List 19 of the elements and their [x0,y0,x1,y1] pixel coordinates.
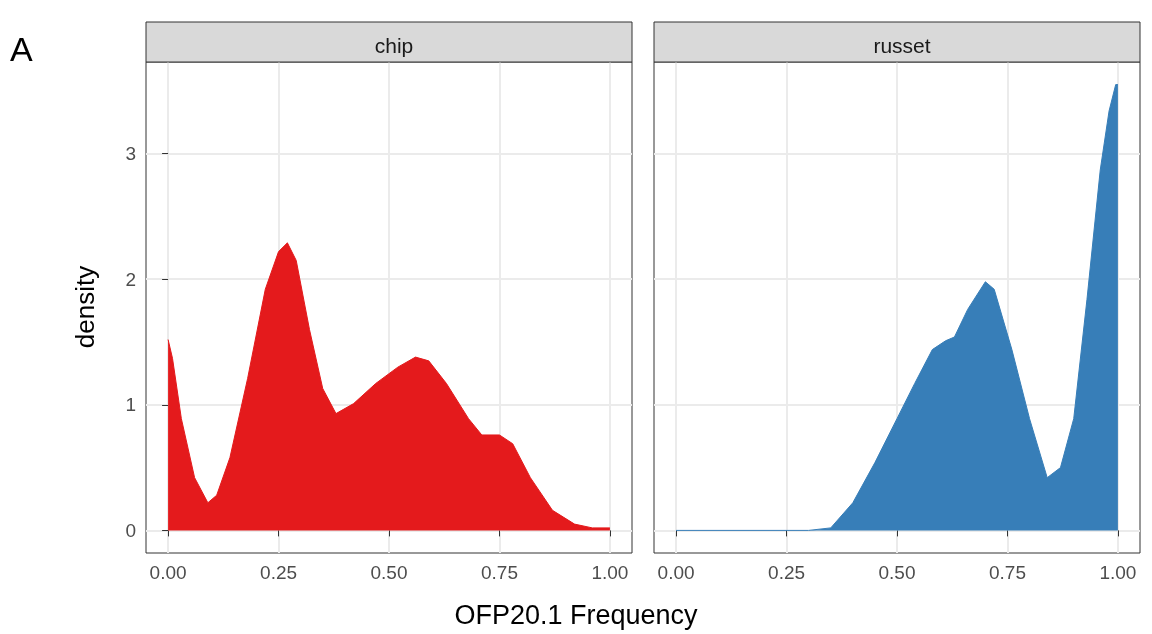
x-tick-label: 0.75 [988,562,1026,583]
x-tick-label: 0.00 [657,562,695,583]
y-axis-title: density [70,265,100,349]
y-tick-label: 1 [125,394,136,416]
x-tick-label: 0.50 [878,562,916,583]
x-tick-label: 1.00 [591,562,629,583]
x-tick-label: 0.25 [768,562,806,583]
x-tick-label: 0.50 [370,562,408,583]
y-tick-label: 0 [125,519,136,541]
chart-title: chip [374,34,414,57]
x-tick-label: 0.00 [149,562,187,583]
y-tick-label: 2 [125,268,136,290]
x-axis-title: OFP20.1 Frequency [453,600,699,631]
x-tick-label: 0.75 [480,562,518,583]
x-tick-label: 1.00 [1099,562,1137,583]
text: A [10,30,33,68]
y-tick-label: 3 [125,143,136,165]
x-tick-label: 0.25 [260,562,298,583]
chart-title: russet [873,34,931,57]
